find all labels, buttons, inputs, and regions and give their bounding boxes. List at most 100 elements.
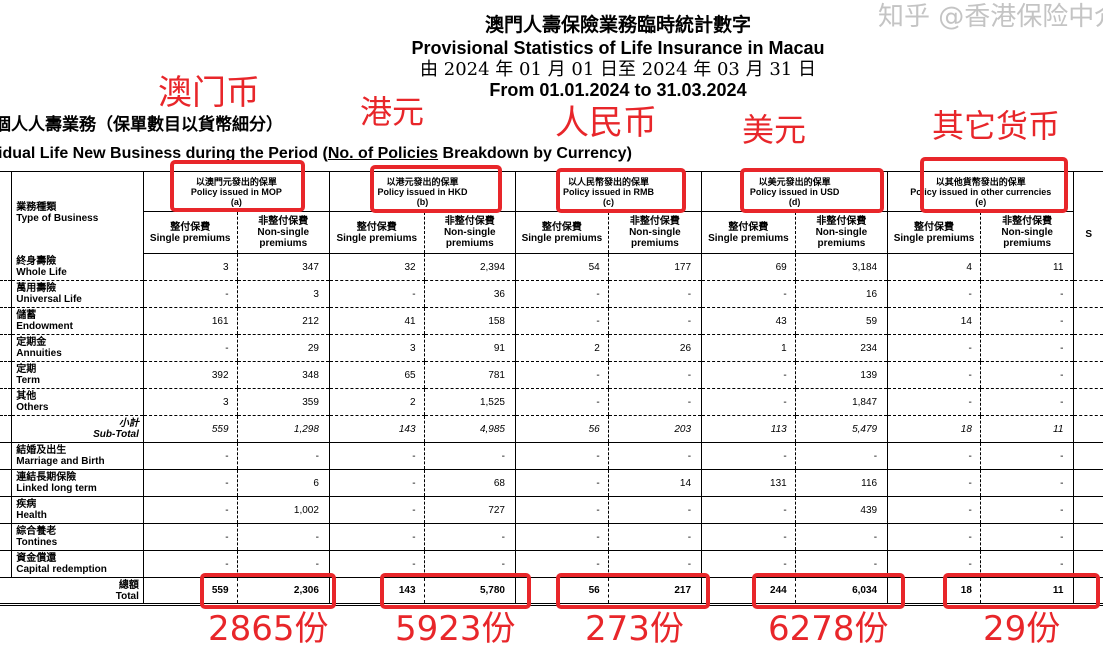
highlight-box-total: [200, 573, 336, 609]
row-label: 定期 Term: [11, 361, 144, 389]
cell-value: -: [607, 442, 702, 470]
row-label: 其他 Others: [11, 388, 144, 416]
table-row: 小計 Sub-Total 559 1,298 143 4,985 56 203 113 5,479…: [0, 415, 1103, 443]
row-label: 連結長期保險 Linked long term: [11, 469, 144, 497]
cell-value: -: [328, 469, 425, 497]
single-premiums-header: 整付保費 Single premiums: [328, 211, 425, 254]
cell-value: -: [515, 307, 609, 335]
table-row: 結婚及出生 Marriage and Birth - - - - - - - - - -: [0, 442, 1103, 470]
cell-value: -: [515, 388, 609, 416]
row-label: 總額 Total: [11, 577, 144, 606]
row-label: 疾病 Health: [11, 496, 144, 524]
type-of-business-header: 業務種類 Type of Business: [11, 171, 144, 254]
cell-value: -: [701, 523, 796, 551]
row-label: 萬用壽險 Universal Life: [11, 280, 144, 308]
cell-value: -: [887, 361, 981, 389]
cell-value: -: [142, 469, 238, 497]
period-en: From 01.01.2024 to 31.03.2024: [489, 80, 747, 100]
total-annotation: 6278份: [768, 609, 889, 649]
cell-value: 32: [328, 253, 425, 281]
cell-value: -: [979, 334, 1074, 362]
cell-value: -: [236, 523, 330, 551]
total-annotation: 29份: [983, 609, 1061, 649]
cell-value: 91: [423, 334, 516, 362]
cell-value: -: [515, 361, 609, 389]
cell-value: -: [979, 361, 1074, 389]
cell-value: 727: [423, 496, 516, 524]
extra-column-header: S: [1073, 171, 1103, 254]
cell-value: -: [887, 496, 981, 524]
currency-annotation: 澳门币: [158, 73, 260, 113]
cell-value: 18: [887, 415, 981, 443]
highlight-box-header: [740, 168, 884, 213]
cell-value: 4,985: [423, 415, 516, 443]
highlight-box-header: [170, 160, 305, 212]
cell-value: -: [607, 388, 702, 416]
row-label: 綜合養老 Tontines: [11, 523, 144, 551]
cell-value: -: [701, 361, 796, 389]
watermark: 知乎 @香港保险中介: [878, 2, 1103, 32]
cell-value: 143: [328, 577, 425, 606]
non-single-premiums-header: 非整付保費 Non-single premiums: [236, 211, 330, 254]
highlight-box-total: [752, 573, 905, 609]
cell-value: -: [515, 442, 609, 470]
cell-value: 3: [142, 388, 238, 416]
cell-value: 139: [794, 361, 888, 389]
cell-value: -: [979, 307, 1074, 335]
cell-value: 41: [328, 307, 425, 335]
cell-value: -: [328, 442, 425, 470]
single-premiums-header: 整付保費 Single premiums: [701, 211, 796, 254]
total-annotation: 2865份: [208, 609, 329, 649]
highlight-box-total: [556, 573, 710, 609]
table-row: 萬用壽險 Universal Life -3-36- - -16- -: [0, 280, 1103, 308]
cell-value: 113: [701, 415, 796, 443]
cell-value: -: [423, 442, 516, 470]
cell-value: 2,306: [236, 577, 330, 606]
currency-annotation: 其它货币: [932, 107, 1061, 145]
cell-value: 4: [887, 253, 981, 281]
total-annotation: 5923份: [395, 609, 516, 649]
cell-value: 347: [236, 253, 330, 281]
cell-value: -: [607, 361, 702, 389]
cell-value: 392: [142, 361, 238, 389]
row-label: 結婚及出生 Marriage and Birth: [11, 442, 144, 470]
table-row: 其他 Others 3 359 2 1,525- - -1,847- -: [0, 388, 1103, 416]
cell-value: -: [701, 388, 796, 416]
section-title-zh: 個人人壽業務（保單數目以貨幣細分）: [0, 115, 283, 134]
cell-value: 781: [423, 361, 516, 389]
non-single-premiums-header: 非整付保費 Non-single premiums: [423, 211, 516, 254]
highlight-box-header: [370, 165, 502, 213]
cell-value: -: [887, 280, 981, 308]
row-label: 定期金 Annuities: [11, 334, 144, 362]
section-title-en-a: idual Life New Business during the Perio…: [0, 145, 328, 162]
cell-value: -: [979, 442, 1074, 470]
cell-value: 54: [515, 253, 609, 281]
row-label: 小計 Sub-Total: [11, 415, 144, 443]
currency-header: 以港元發出的保單 Policy issued in HKD (b): [328, 171, 516, 212]
currency-header: 以美元發出的保單 Policy issued in USD (d): [701, 171, 888, 212]
cell-value: 5,479: [794, 415, 888, 443]
cell-value: 2: [515, 334, 609, 362]
cell-value: -: [515, 280, 609, 308]
cell-value: -: [979, 280, 1074, 308]
currency-annotation: 港元: [360, 93, 425, 131]
cell-value: -: [515, 496, 609, 524]
period-zh: 由 2024 年 01 月 01 日至 2024 年 03 月 31 日: [420, 59, 816, 80]
cell-value: -: [794, 442, 888, 470]
cell-value: 16: [794, 280, 888, 308]
non-single-premiums-header: 非整付保費 Non-single premiums: [794, 211, 888, 254]
cell-value: -: [142, 280, 238, 308]
cell-value: 65: [328, 361, 425, 389]
cell-value: -: [979, 523, 1074, 551]
cell-value: -: [328, 496, 425, 524]
cell-value: 217: [607, 577, 702, 606]
currency-annotation: 美元: [742, 111, 807, 149]
cell-value: -: [701, 496, 796, 524]
cell-value: 43: [701, 307, 796, 335]
cell-value: 177: [607, 253, 702, 281]
cell-value: 6,034: [794, 577, 888, 606]
cell-value: -: [887, 334, 981, 362]
section-title-en-underlined: No. of Policies: [327, 145, 439, 162]
cell-value: 3,184: [794, 253, 888, 281]
table-row: 定期 Term 392 348 65 781- - -139- -: [0, 361, 1103, 389]
